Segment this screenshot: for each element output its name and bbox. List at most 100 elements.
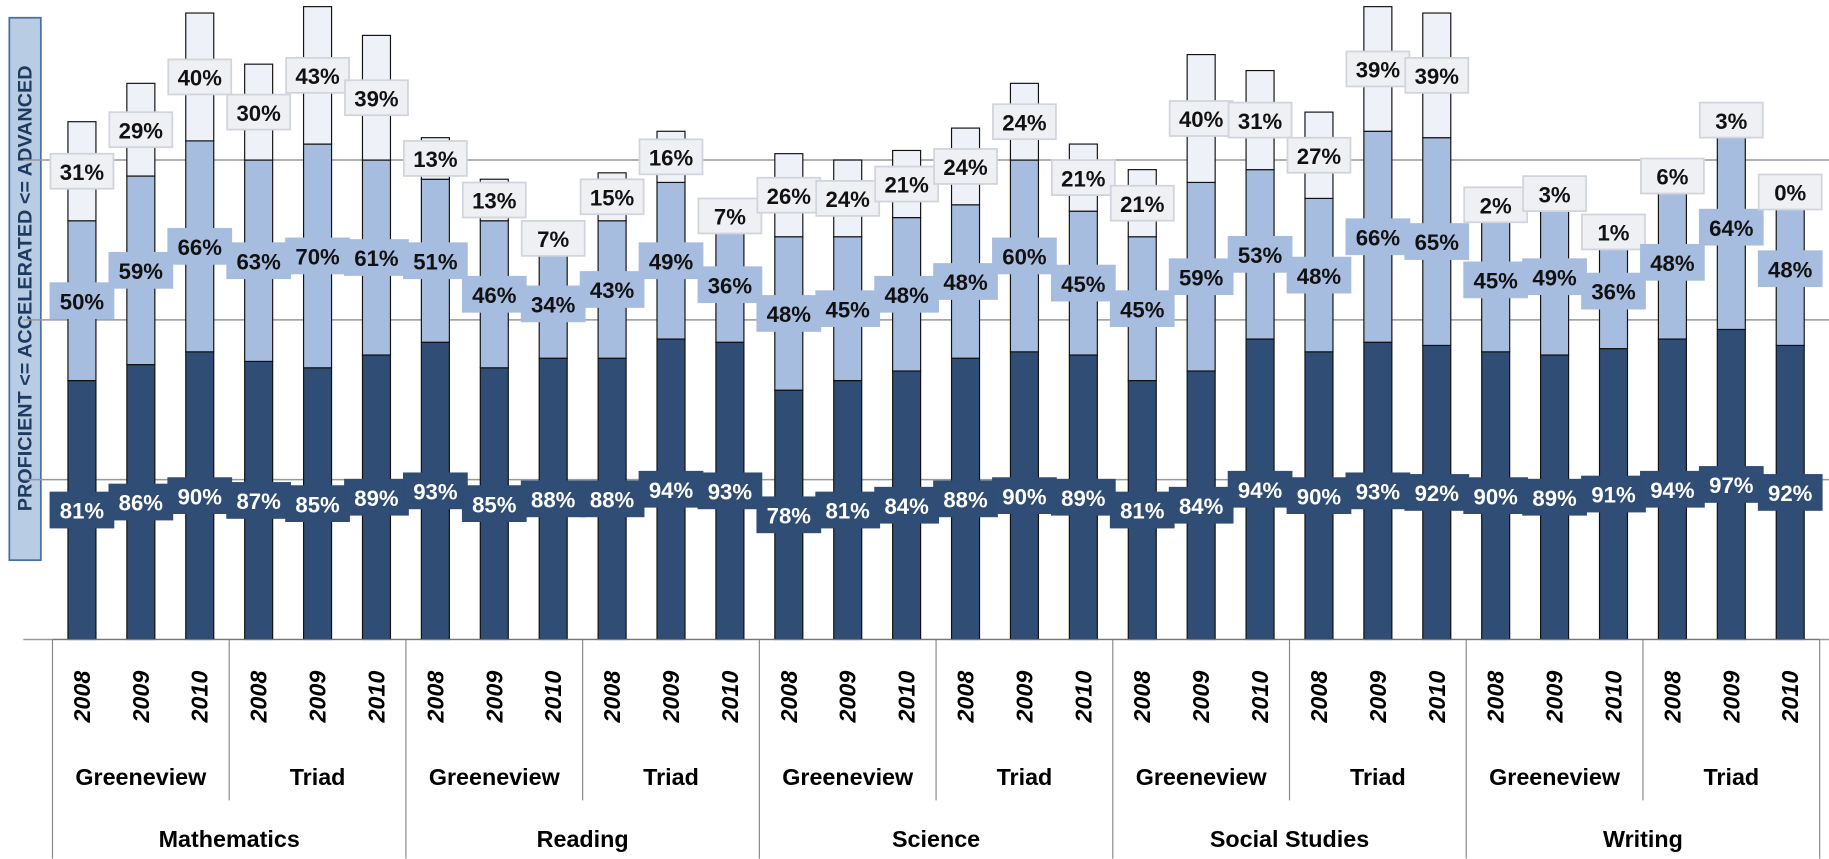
data-label-box <box>1050 159 1116 196</box>
x-tick-label: 2008 <box>599 671 625 724</box>
data-label-box <box>1522 175 1587 212</box>
data-label: 26% <box>767 184 812 209</box>
data-label: 70% <box>295 245 340 270</box>
data-label: 84% <box>884 494 929 519</box>
x-tick-label: 2010 <box>1247 671 1273 724</box>
x-tick-label: 2009 <box>1365 671 1391 724</box>
data-label: 49% <box>1532 265 1577 290</box>
data-label-box <box>933 148 998 185</box>
y-label-box <box>8 16 42 562</box>
x-tick-label: 2008 <box>1659 671 1685 724</box>
data-label: 21% <box>884 173 929 198</box>
data-label: 90% <box>1474 484 1519 509</box>
data-label-box <box>992 477 1057 515</box>
data-label: 45% <box>1061 272 1106 297</box>
subject-label: Science <box>892 826 980 852</box>
data-label-box <box>520 285 586 323</box>
x-tick-label: 2010 <box>894 671 920 724</box>
data-label: 24% <box>826 187 871 212</box>
data-label: 7% <box>714 205 746 230</box>
data-label: 94% <box>649 478 694 503</box>
data-label: 63% <box>236 249 281 274</box>
data-label: 91% <box>1591 483 1636 508</box>
data-label: 60% <box>1002 245 1047 270</box>
data-label: 21% <box>1120 192 1165 217</box>
data-label-box <box>1640 157 1705 195</box>
data-label-box <box>226 482 292 519</box>
data-label-box <box>874 486 939 524</box>
data-label: 59% <box>1179 265 1224 290</box>
x-tick-label: 2008 <box>69 671 95 724</box>
x-tick-label: 2008 <box>246 671 272 724</box>
data-label: 30% <box>236 101 281 126</box>
x-tick-label: 2010 <box>540 671 566 724</box>
data-label-box <box>49 491 115 529</box>
data-label-box <box>638 470 704 508</box>
data-label-box <box>697 472 763 510</box>
data-label: 51% <box>413 249 458 274</box>
data-label: 39% <box>1415 64 1460 89</box>
data-label-box <box>1050 478 1116 516</box>
data-label: 59% <box>119 259 164 284</box>
data-label: 45% <box>826 297 871 322</box>
data-label: 90% <box>178 484 223 509</box>
data-label-box <box>697 266 763 304</box>
data-label-box <box>638 242 704 280</box>
data-label-box <box>1404 223 1470 260</box>
data-label-box <box>108 483 174 521</box>
data-label-box <box>874 275 939 313</box>
data-label: 48% <box>943 270 988 295</box>
x-tick-label: 2009 <box>481 671 507 724</box>
data-label: 48% <box>1768 257 1813 282</box>
data-label-box <box>1404 474 1470 511</box>
data-label-box <box>1168 100 1234 137</box>
data-label-box <box>1581 272 1646 310</box>
data-label: 66% <box>178 235 223 260</box>
data-label-box <box>1581 213 1646 251</box>
data-label-box <box>403 140 468 177</box>
data-label-box <box>1757 173 1823 211</box>
data-label-box <box>167 58 233 96</box>
data-label: 97% <box>1709 473 1754 498</box>
data-label: 92% <box>1415 481 1460 506</box>
data-label-box <box>815 180 881 217</box>
data-label: 89% <box>1532 486 1577 511</box>
data-label-box <box>1286 136 1352 174</box>
data-label-box <box>108 251 174 289</box>
data-label: 85% <box>295 492 340 517</box>
y-axis-label: PROFICIENT <= ACCELERATED <= ADVANCED <box>15 65 37 511</box>
x-tick-label: 2010 <box>1777 671 1803 724</box>
group-label: Greeneview <box>782 764 914 790</box>
data-label: 45% <box>1120 297 1165 322</box>
data-label-box <box>1109 184 1175 222</box>
x-tick-label: 2010 <box>717 671 743 724</box>
data-label-box <box>1109 290 1175 328</box>
data-label: 48% <box>767 302 812 327</box>
data-label-box <box>49 282 115 320</box>
data-label-box <box>520 219 586 257</box>
data-label: 27% <box>1297 144 1342 169</box>
x-tick-label: 2009 <box>1542 671 1568 724</box>
data-label-box <box>1227 470 1293 508</box>
data-label: 92% <box>1768 481 1813 506</box>
x-tick-label: 2010 <box>187 671 213 724</box>
data-label: 6% <box>1656 165 1688 190</box>
data-label: 34% <box>531 293 576 318</box>
data-label-box <box>1698 466 1764 503</box>
x-tick-label: 2008 <box>1483 671 1509 724</box>
data-label-box <box>1698 101 1764 139</box>
group-label: Triad <box>1703 764 1759 790</box>
data-label: 81% <box>60 499 105 524</box>
group-label: Triad <box>1350 764 1406 790</box>
data-label: 89% <box>1061 486 1106 511</box>
data-label: 88% <box>590 488 635 513</box>
data-label-box <box>756 295 822 332</box>
data-label: 40% <box>1179 107 1224 132</box>
subject-label: Reading <box>537 826 629 852</box>
data-label-box <box>992 237 1057 275</box>
data-label-box <box>992 103 1057 141</box>
data-label-box <box>1227 235 1293 273</box>
data-label: 29% <box>119 118 164 143</box>
data-label: 39% <box>1356 58 1401 83</box>
